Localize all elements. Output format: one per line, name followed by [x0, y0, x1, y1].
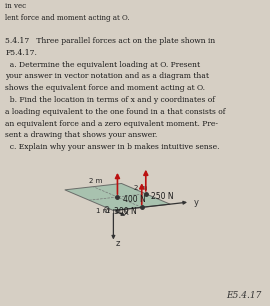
Text: sent a drawing that shows your answer.: sent a drawing that shows your answer.	[5, 131, 158, 139]
Text: z: z	[115, 239, 120, 248]
Text: 2 m: 2 m	[134, 185, 147, 191]
Text: 1 m: 1 m	[96, 208, 109, 214]
Text: E5.4.17: E5.4.17	[227, 291, 262, 300]
Text: a. Determine the equivalent loading at O. Present: a. Determine the equivalent loading at O…	[5, 61, 201, 69]
Text: y: y	[194, 198, 199, 207]
Text: b. Find the location in terms of x and y coordinates of: b. Find the location in terms of x and y…	[5, 96, 215, 104]
Text: 5.4.17   Three parallel forces act on the plate shown in: 5.4.17 Three parallel forces act on the …	[5, 37, 216, 45]
Text: an equivalent force and a zero equivalent moment. Pre-: an equivalent force and a zero equivalen…	[5, 120, 218, 128]
Text: a loading equivalent to the one found in a that consists of: a loading equivalent to the one found in…	[5, 108, 226, 116]
Text: 2 m: 2 m	[89, 178, 103, 184]
Text: lent force and moment acting at O.: lent force and moment acting at O.	[5, 14, 130, 22]
Text: F5.4.17.: F5.4.17.	[5, 49, 37, 57]
Text: c. Explain why your answer in b makes intuitive sense.: c. Explain why your answer in b makes in…	[5, 143, 220, 151]
Text: 1 m: 1 m	[106, 207, 120, 214]
Polygon shape	[65, 184, 170, 211]
Text: 400 N: 400 N	[123, 195, 146, 204]
Text: 300 N: 300 N	[114, 207, 136, 216]
Text: 250 N: 250 N	[151, 192, 174, 201]
Text: your answer in vector notation and as a diagram that: your answer in vector notation and as a …	[5, 73, 210, 80]
Text: shows the equivalent force and moment acting at O.: shows the equivalent force and moment ac…	[5, 84, 205, 92]
Text: in vec: in vec	[5, 2, 26, 10]
Text: x: x	[124, 208, 129, 217]
Text: O: O	[104, 206, 110, 215]
